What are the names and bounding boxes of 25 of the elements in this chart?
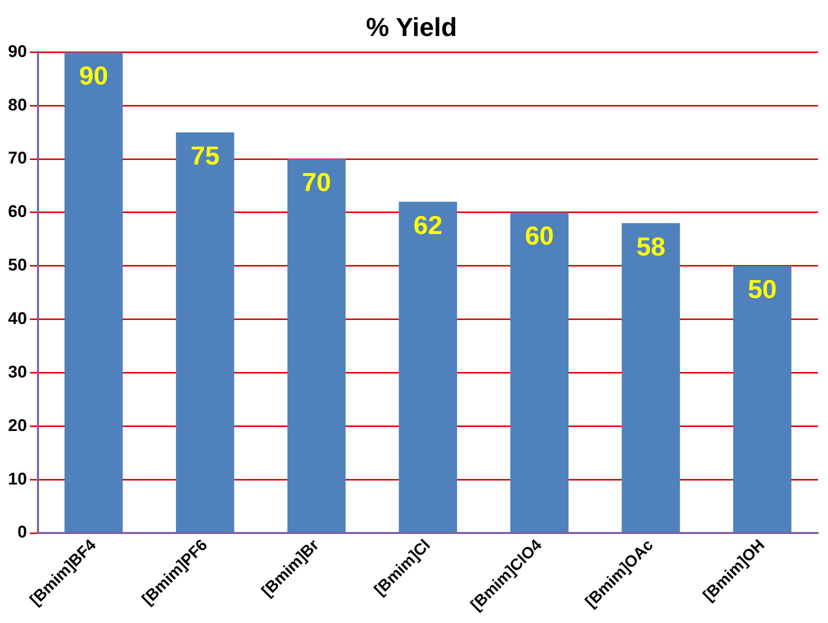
- bar: [622, 223, 680, 532]
- data-label: 50: [748, 274, 777, 304]
- bar: [733, 266, 792, 532]
- data-label: 60: [524, 220, 554, 251]
- y-tick-label: 80: [8, 95, 27, 114]
- y-tick-label: 40: [8, 309, 27, 328]
- data-label: 62: [413, 210, 442, 240]
- y-tick-label: 20: [8, 416, 27, 435]
- y-tick-label: 10: [8, 469, 27, 488]
- data-label: 75: [190, 140, 220, 171]
- y-tick-label: 50: [8, 256, 27, 275]
- bar: [287, 159, 346, 532]
- data-label: 70: [302, 167, 331, 198]
- y-tick-label: 30: [8, 362, 27, 382]
- y-tick-label: 0: [17, 522, 27, 542]
- bar: [510, 212, 569, 532]
- y-tick-label: 90: [8, 42, 27, 61]
- bar: [398, 202, 458, 532]
- y-tick-label: 70: [8, 148, 27, 168]
- data-label: 90: [79, 60, 108, 90]
- bar: [64, 52, 123, 532]
- bar: [176, 132, 234, 532]
- y-tick-label: 60: [8, 202, 27, 222]
- chart-title: % Yield: [366, 12, 458, 42]
- data-label: 58: [636, 231, 666, 262]
